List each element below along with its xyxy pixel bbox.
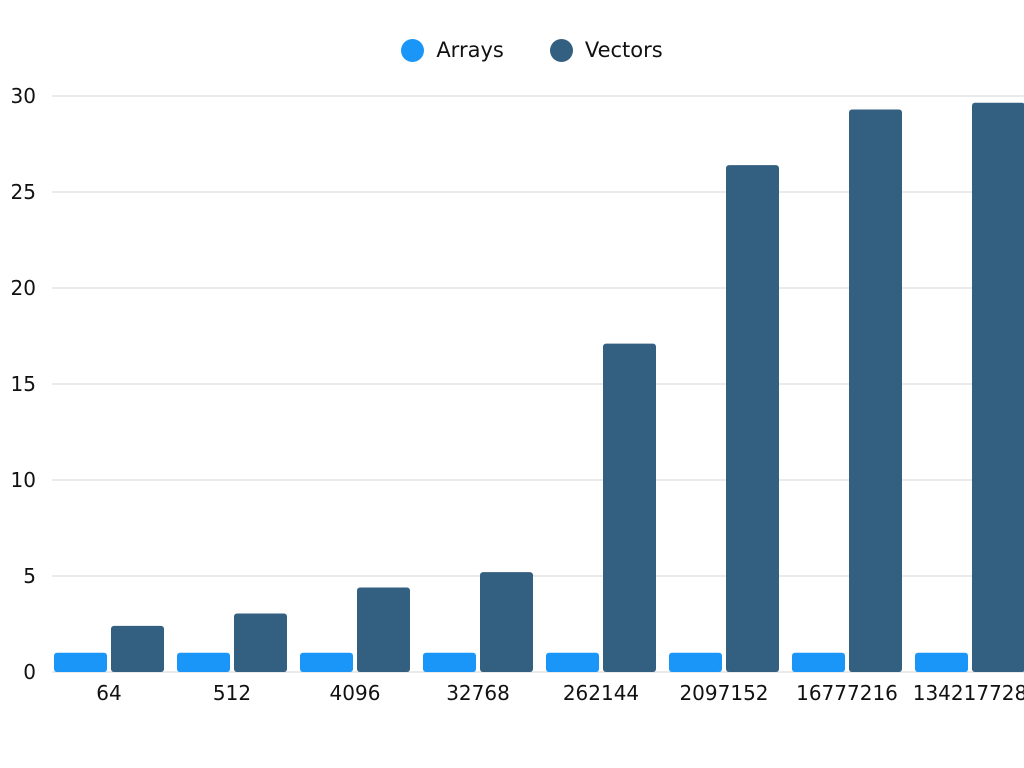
x-tick-label: 4096 [330, 681, 381, 705]
legend: Arrays Vectors [0, 38, 1024, 62]
x-tick-label: 134217728 [913, 681, 1024, 705]
bar-vectors-4096 [357, 587, 410, 672]
y-axis-ticks: 0 5 10 15 20 25 30 [11, 84, 36, 684]
x-tick-label: 512 [213, 681, 251, 705]
bar-vectors-262144 [603, 343, 656, 672]
bar-vectors-2097152 [726, 165, 779, 672]
y-tick-label: 15 [11, 372, 36, 396]
bar-arrays-512 [177, 652, 230, 672]
bar-arrays-64 [54, 652, 107, 672]
bar-arrays-134217728 [915, 652, 968, 672]
legend-item-vectors: Vectors [549, 38, 663, 62]
bars [54, 102, 1024, 672]
legend-swatch-vectors [549, 38, 573, 62]
bar-vectors-64 [111, 625, 164, 672]
bar-arrays-4096 [300, 652, 353, 672]
bar-arrays-262144 [546, 652, 599, 672]
bar-arrays-32768 [423, 652, 476, 672]
y-tick-label: 10 [11, 468, 36, 492]
bar-arrays-16777216 [792, 652, 845, 672]
legend-label-vectors: Vectors [584, 38, 663, 62]
bar-vectors-512 [234, 613, 287, 672]
x-axis-ticks: 64 512 4096 32768 262144 2097152 16777216 13421… [96, 681, 1024, 705]
bar-vectors-32768 [480, 572, 533, 672]
y-tick-label: 5 [23, 564, 36, 588]
y-tick-label: 30 [11, 84, 36, 108]
x-tick-label: 64 [96, 681, 121, 705]
y-tick-label: 20 [11, 276, 36, 300]
bar-vectors-134217728 [972, 102, 1024, 672]
x-tick-label: 262144 [563, 681, 639, 705]
x-tick-label: 32768 [446, 681, 510, 705]
legend-item-arrays: Arrays [401, 38, 504, 62]
y-tick-label: 0 [23, 660, 36, 684]
legend-swatch-arrays [401, 38, 425, 62]
bar-vectors-16777216 [849, 109, 902, 672]
x-tick-label: 2097152 [679, 681, 768, 705]
bar-arrays-2097152 [669, 652, 722, 672]
legend-label-arrays: Arrays [436, 38, 504, 62]
y-tick-label: 25 [11, 180, 36, 204]
x-tick-label: 16777216 [796, 681, 898, 705]
